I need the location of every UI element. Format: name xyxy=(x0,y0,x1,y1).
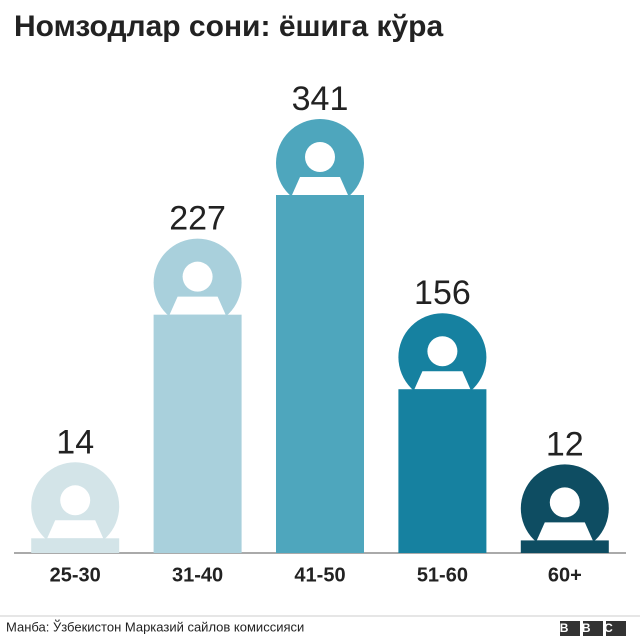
logo-box xyxy=(606,621,626,636)
value-label: 227 xyxy=(169,200,226,238)
value-label: 14 xyxy=(56,423,94,461)
x-tick-label: 41-50 xyxy=(294,564,345,586)
logo-box xyxy=(560,621,580,636)
icon-head xyxy=(305,142,335,172)
icon-head xyxy=(60,485,91,516)
bar xyxy=(31,538,120,553)
icon-head xyxy=(427,336,458,367)
value-label: 156 xyxy=(414,274,471,312)
x-tick-label: 51-60 xyxy=(417,564,468,586)
x-tick-label: 25-30 xyxy=(50,564,101,586)
icon-body xyxy=(47,520,104,539)
x-tick-label: 31-40 xyxy=(172,564,223,586)
icon-body xyxy=(169,296,226,315)
value-label: 12 xyxy=(546,425,584,463)
logo-box xyxy=(583,621,603,636)
icon-body xyxy=(292,177,348,195)
logo-text: BBC xyxy=(560,621,627,635)
icon-body xyxy=(414,371,471,390)
value-label: 341 xyxy=(292,80,349,118)
bar xyxy=(276,195,364,553)
chart-title: Номзодлар сони: ёшига кўра xyxy=(14,10,444,43)
bar xyxy=(520,540,609,553)
logo: BBC xyxy=(560,621,627,636)
icon-head xyxy=(549,487,580,518)
bar xyxy=(153,314,242,553)
x-tick-label: 60+ xyxy=(548,564,582,586)
icon-head xyxy=(182,261,213,292)
icon-body xyxy=(536,522,593,541)
source: Манба: Ўзбекистон Марказий сайлов комисс… xyxy=(6,619,304,634)
bar xyxy=(398,389,487,553)
